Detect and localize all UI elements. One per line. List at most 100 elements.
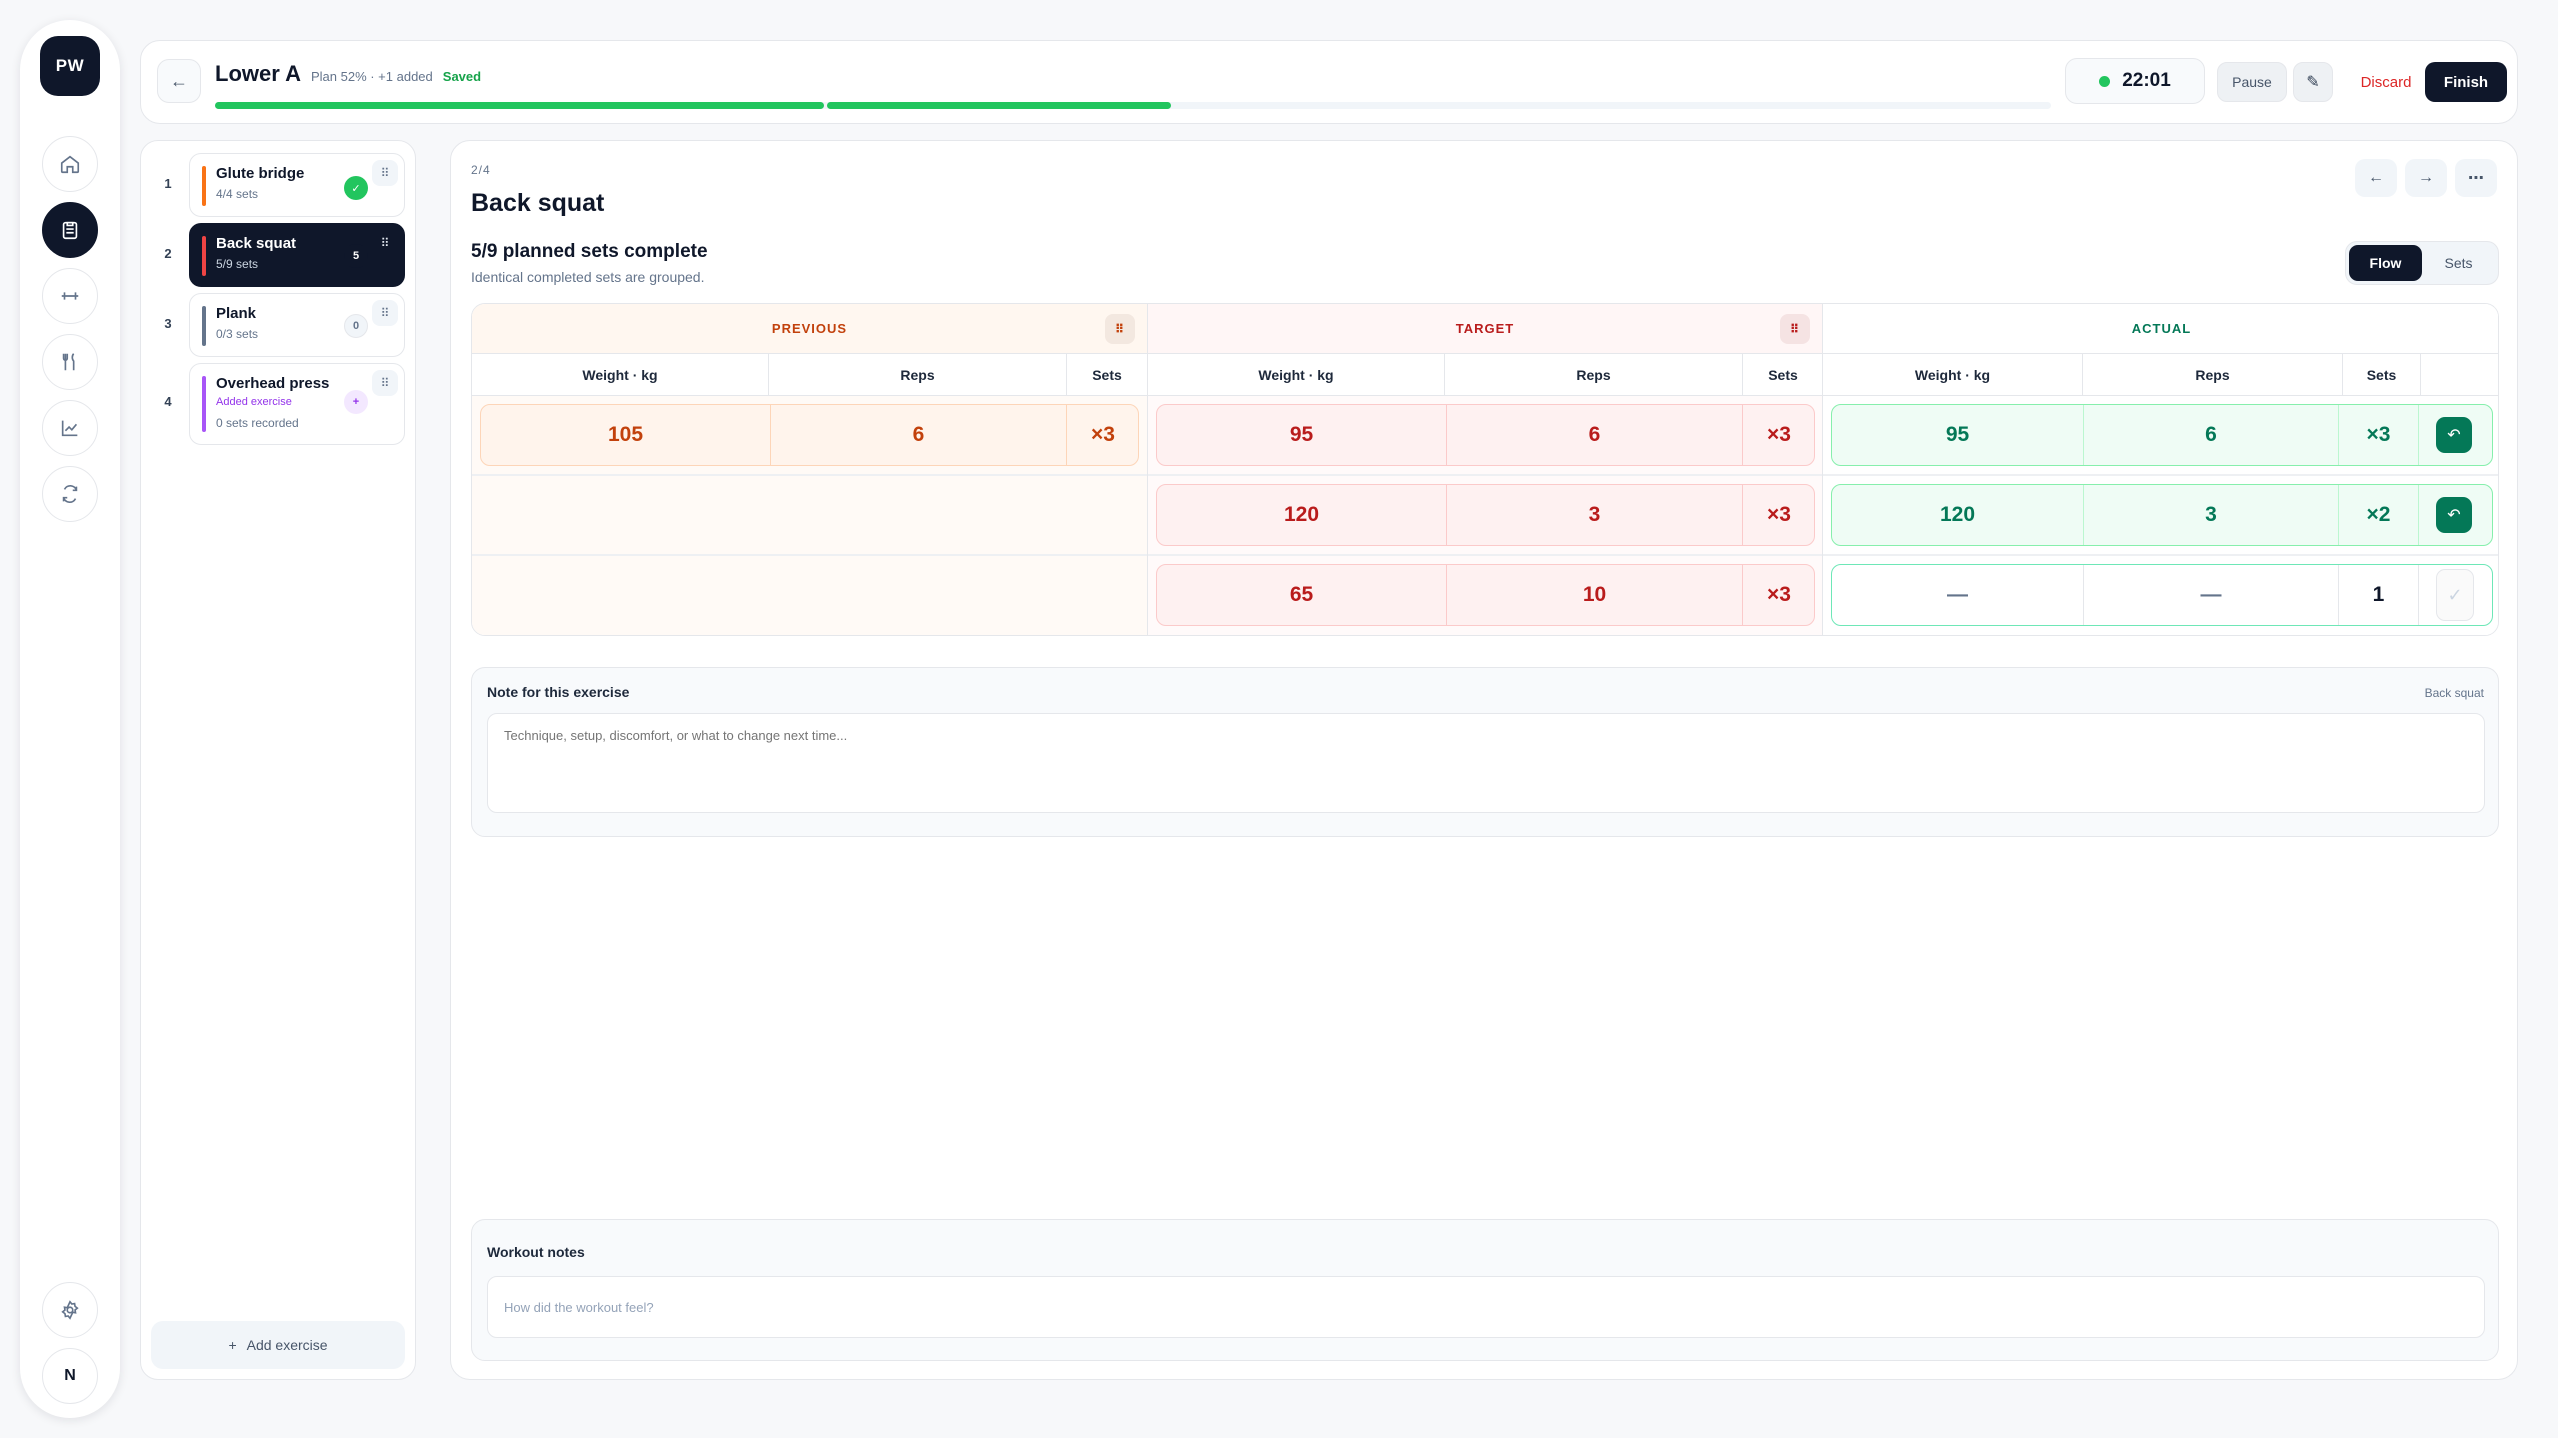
target-weight: 95 bbox=[1157, 405, 1447, 465]
nav-settings[interactable] bbox=[42, 1282, 98, 1338]
previous-header-label: PREVIOUS bbox=[771, 321, 848, 336]
actual-weight[interactable]: 120 bbox=[1832, 485, 2084, 545]
actual-subheader: Weight · kg Reps Sets bbox=[1823, 354, 2498, 396]
nav-nutrition[interactable] bbox=[42, 334, 98, 390]
exercise-progress: 0/3 sets bbox=[216, 327, 259, 341]
drag-handle-icon[interactable]: ⠿ bbox=[380, 236, 390, 250]
exercise-color-bar bbox=[202, 236, 206, 276]
finish-button[interactable]: Finish bbox=[2425, 62, 2507, 102]
target-header-label: TARGET bbox=[1455, 321, 1515, 336]
target-sets: ×3 bbox=[1767, 423, 1791, 446]
exercise-note-card: Note for this exercise Back squat bbox=[471, 667, 2499, 837]
workout-notes-label: Workout notes bbox=[487, 1244, 585, 1260]
actual-weight[interactable]: 95 bbox=[1832, 405, 2084, 465]
timer-running-dot bbox=[2099, 75, 2111, 87]
exercise-progress: 0 sets recorded bbox=[216, 416, 299, 430]
chart-icon bbox=[61, 420, 78, 437]
sets-count-badge: 5 bbox=[344, 244, 368, 268]
action-header bbox=[2421, 354, 2498, 396]
actual-row[interactable]: 95 6 ×3 ↶ bbox=[1831, 404, 2493, 466]
actual-weight-input[interactable]: — bbox=[1832, 565, 2084, 625]
added-exercise-label: Added exercise bbox=[216, 396, 292, 408]
exercise-name: Back squat bbox=[216, 235, 297, 252]
target-row[interactable]: 95 6 ×3 bbox=[1156, 404, 1815, 466]
nav-exercises[interactable] bbox=[42, 268, 98, 324]
exercise-item-back-squat[interactable]: 2 Back squat 5/9 sets 5 ⠿ bbox=[164, 223, 405, 287]
actual-reps-input[interactable]: — bbox=[2084, 565, 2339, 625]
actual-sets-input[interactable]: 1 bbox=[2339, 565, 2419, 625]
nav-progress[interactable] bbox=[42, 400, 98, 456]
drag-handle-icon[interactable]: ⠿ bbox=[372, 370, 398, 396]
toggle-sets[interactable]: Sets bbox=[2444, 255, 2473, 271]
grouped-note: Identical completed sets are grouped. bbox=[471, 269, 705, 285]
row-divider bbox=[472, 554, 1147, 556]
avatar[interactable]: N bbox=[42, 1348, 98, 1404]
exercise-color-bar bbox=[202, 376, 206, 432]
nav-home[interactable] bbox=[42, 136, 98, 192]
edit-button[interactable]: ✎ bbox=[2293, 62, 2333, 102]
check-icon[interactable]: ✓ bbox=[2436, 569, 2474, 621]
add-exercise-label: Add exercise bbox=[246, 1337, 328, 1353]
actual-reps[interactable]: 3 bbox=[2084, 485, 2339, 545]
drag-handle-icon[interactable]: ⠿ bbox=[372, 300, 398, 326]
target-row[interactable]: 120 3 ×3 bbox=[1156, 484, 1815, 546]
reps-header: Reps bbox=[1445, 354, 1743, 396]
workout-title-row: Lower A Plan 52% · +1 added Saved bbox=[215, 61, 481, 87]
timer-value: 22:01 bbox=[2122, 70, 2171, 91]
previous-subheader: Weight · kg Reps Sets bbox=[472, 354, 1147, 396]
progress-segment-completed bbox=[215, 102, 825, 109]
drag-handle-icon[interactable]: ⠿ bbox=[1780, 314, 1810, 344]
workout-notes-input[interactable]: How did the workout feel? bbox=[487, 1276, 2485, 1338]
nav-workout[interactable] bbox=[42, 202, 98, 258]
dumbbell-icon bbox=[61, 292, 79, 300]
target-row[interactable]: 65 10 ×3 bbox=[1156, 564, 1815, 626]
previous-sets: ×3 bbox=[1091, 423, 1115, 446]
exercise-list-panel: 1 Glute bridge 4/4 sets ✓ ⠿ 2 Back squat… bbox=[140, 140, 416, 1380]
previous-row[interactable]: 105 6 ×3 bbox=[480, 404, 1139, 466]
discard-button[interactable]: Discard bbox=[2360, 73, 2412, 91]
sets-complete-summary: 5/9 planned sets complete bbox=[471, 241, 708, 262]
drag-handle-icon[interactable]: ⠿ bbox=[1105, 314, 1135, 344]
exercise-note-input[interactable] bbox=[487, 713, 2485, 813]
exercise-name: Overhead press bbox=[216, 375, 330, 392]
workout-notes-card: Workout notes How did the workout feel? bbox=[471, 1219, 2499, 1361]
nav-sync[interactable] bbox=[42, 466, 98, 522]
actual-row-pending[interactable]: — — 1 ✓ bbox=[1831, 564, 2493, 626]
sets-header: Sets bbox=[2343, 354, 2421, 396]
actual-row[interactable]: 120 3 ×2 ↶ bbox=[1831, 484, 2493, 546]
target-sets: ×3 bbox=[1767, 583, 1791, 606]
target-subheader: Weight · kg Reps Sets bbox=[1148, 354, 1822, 396]
drag-handle-icon[interactable]: ⠿ bbox=[372, 160, 398, 186]
exercise-item-plank[interactable]: 3 Plank 0/3 sets 0 ⠿ bbox=[164, 293, 405, 357]
previous-exercise-button[interactable]: ← bbox=[2355, 159, 2397, 197]
more-options-button[interactable]: ⋯ bbox=[2455, 159, 2497, 197]
exercise-note-label: Note for this exercise bbox=[487, 684, 630, 700]
undo-icon[interactable]: ↶ bbox=[2436, 497, 2472, 533]
toggle-flow[interactable]: Flow bbox=[2349, 245, 2422, 281]
exercise-name: Plank bbox=[216, 305, 257, 322]
target-weight: 65 bbox=[1157, 565, 1447, 625]
actual-sets[interactable]: ×2 bbox=[2339, 485, 2419, 545]
target-reps: 6 bbox=[1447, 405, 1743, 465]
add-exercise-button[interactable]: + Add exercise bbox=[151, 1321, 405, 1369]
exercise-step: 2/4 bbox=[471, 163, 491, 177]
saved-status: Saved bbox=[442, 69, 482, 84]
reps-header: Reps bbox=[2083, 354, 2343, 396]
actual-sets[interactable]: ×3 bbox=[2339, 405, 2419, 465]
undo-icon[interactable]: ↶ bbox=[2436, 417, 2472, 453]
exercise-item-glute-bridge[interactable]: 1 Glute bridge 4/4 sets ✓ ⠿ bbox=[164, 153, 405, 217]
previous-reps: 6 bbox=[771, 405, 1067, 465]
target-column: TARGET ⠿ Weight · kg Reps Sets 95 6 ×3 1… bbox=[1147, 304, 1822, 635]
exercise-item-overhead-press[interactable]: 4 Overhead press Added exercise 0 sets r… bbox=[164, 363, 405, 445]
view-toggle: Flow Sets bbox=[2345, 241, 2499, 285]
sets-header: Sets bbox=[1768, 367, 1798, 383]
actual-reps[interactable]: 6 bbox=[2084, 405, 2339, 465]
app-logo[interactable]: PW bbox=[40, 36, 100, 96]
workout-header: ← Lower A Plan 52% · +1 added Saved 22:0… bbox=[140, 40, 2518, 124]
target-reps: 3 bbox=[1447, 485, 1743, 545]
pause-button[interactable]: Pause bbox=[2217, 62, 2287, 102]
exercise-number: 2 bbox=[164, 246, 172, 261]
next-exercise-button[interactable]: → bbox=[2405, 159, 2447, 197]
workout-timer: 22:01 bbox=[2065, 58, 2205, 104]
back-button[interactable]: ← bbox=[157, 59, 201, 103]
